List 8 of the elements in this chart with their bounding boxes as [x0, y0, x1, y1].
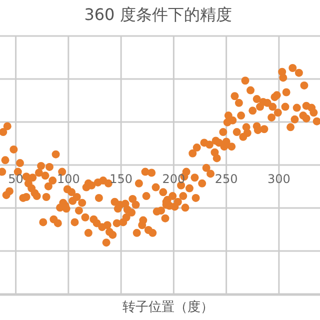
- x-axis-title: 转子位置（度）: [122, 299, 214, 315]
- x-tick-label: 200: [162, 172, 186, 186]
- chart-title: 360 度条件下的精度: [84, 5, 232, 24]
- x-tick-label: 250: [214, 172, 238, 186]
- x-tick-label: 100: [56, 172, 80, 186]
- x-tick-label: 50: [8, 172, 24, 186]
- x-tick-label: 300: [267, 172, 290, 186]
- x-tick-label: 150: [110, 172, 133, 186]
